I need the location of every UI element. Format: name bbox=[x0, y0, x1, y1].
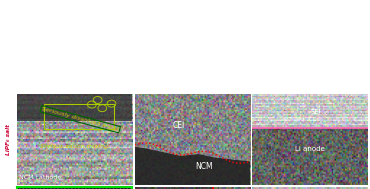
Text: Serious cation mixing: Serious cation mixing bbox=[40, 144, 108, 149]
Bar bbox=[17, 94, 132, 121]
Text: LiPF₆ salt: LiPF₆ salt bbox=[6, 124, 11, 155]
Text: NCM: NCM bbox=[195, 162, 213, 171]
Text: CEI: CEI bbox=[172, 121, 185, 130]
Text: SEI: SEI bbox=[311, 109, 322, 115]
Text: Seriously dissolved areas: Seriously dissolved areas bbox=[41, 106, 120, 132]
Text: NCM cathode: NCM cathode bbox=[19, 175, 61, 180]
Polygon shape bbox=[135, 147, 250, 185]
Polygon shape bbox=[135, 187, 213, 189]
Text: Li anode: Li anode bbox=[295, 146, 325, 152]
